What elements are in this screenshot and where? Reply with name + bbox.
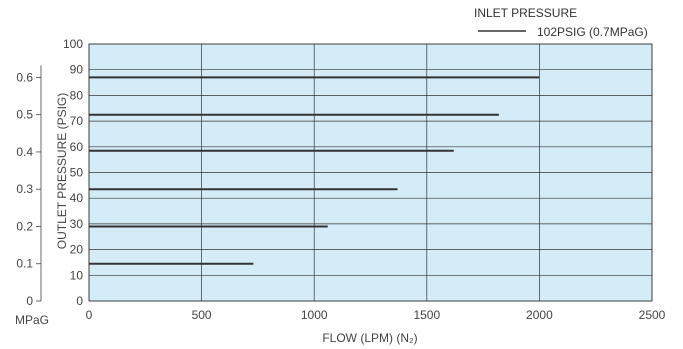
secondary-y-tick-label: 0.5 [16, 108, 33, 122]
plot-frame [88, 43, 653, 302]
secondary-y-tick-label: 0.3 [16, 182, 33, 196]
secondary-y-tick-label: 0 [26, 294, 33, 308]
x-axis-title: FLOW (LPM) (N₂) [322, 331, 417, 345]
y-tick-label: 30 [70, 217, 84, 231]
y-tick-label: 10 [70, 268, 84, 282]
legend: INLET PRESSURE 102PSIG (0.7MPaG) [474, 6, 648, 39]
legend-title: INLET PRESSURE [474, 6, 577, 20]
y-tick-label: 90 [70, 63, 84, 77]
y-tick-label: 100 [63, 37, 83, 51]
y-tick-label: 70 [70, 114, 84, 128]
x-tick-label: 0 [86, 308, 93, 322]
secondary-y-unit-label: MPaG [15, 313, 49, 327]
y-tick-label: 40 [70, 191, 84, 205]
x-tick-label: 1000 [301, 308, 328, 322]
x-tick-label: 2000 [526, 308, 553, 322]
x-tick-label: 2500 [639, 308, 666, 322]
y-tick-label: 20 [70, 243, 84, 257]
legend-entry-label: 102PSIG (0.7MPaG) [537, 25, 648, 39]
y-tick-label: 50 [70, 166, 84, 180]
secondary-y-tick-label: 0.6 [16, 70, 33, 84]
series-lines [89, 76, 540, 265]
y-tick-label: 80 [70, 88, 84, 102]
grid [88, 43, 653, 302]
secondary-y-tick-label: 0.1 [16, 257, 33, 271]
x-tick-label: 1500 [413, 308, 440, 322]
x-tick-label: 500 [192, 308, 212, 322]
secondary-y-tick-label: 0.4 [16, 145, 33, 159]
y-tick-label: 0 [76, 294, 83, 308]
y-tick-label: 60 [70, 140, 84, 154]
y-axis-title: OUTLET PRESSURE (PSIG) [55, 93, 69, 249]
secondary-y-tick-label: 0.2 [16, 219, 33, 233]
